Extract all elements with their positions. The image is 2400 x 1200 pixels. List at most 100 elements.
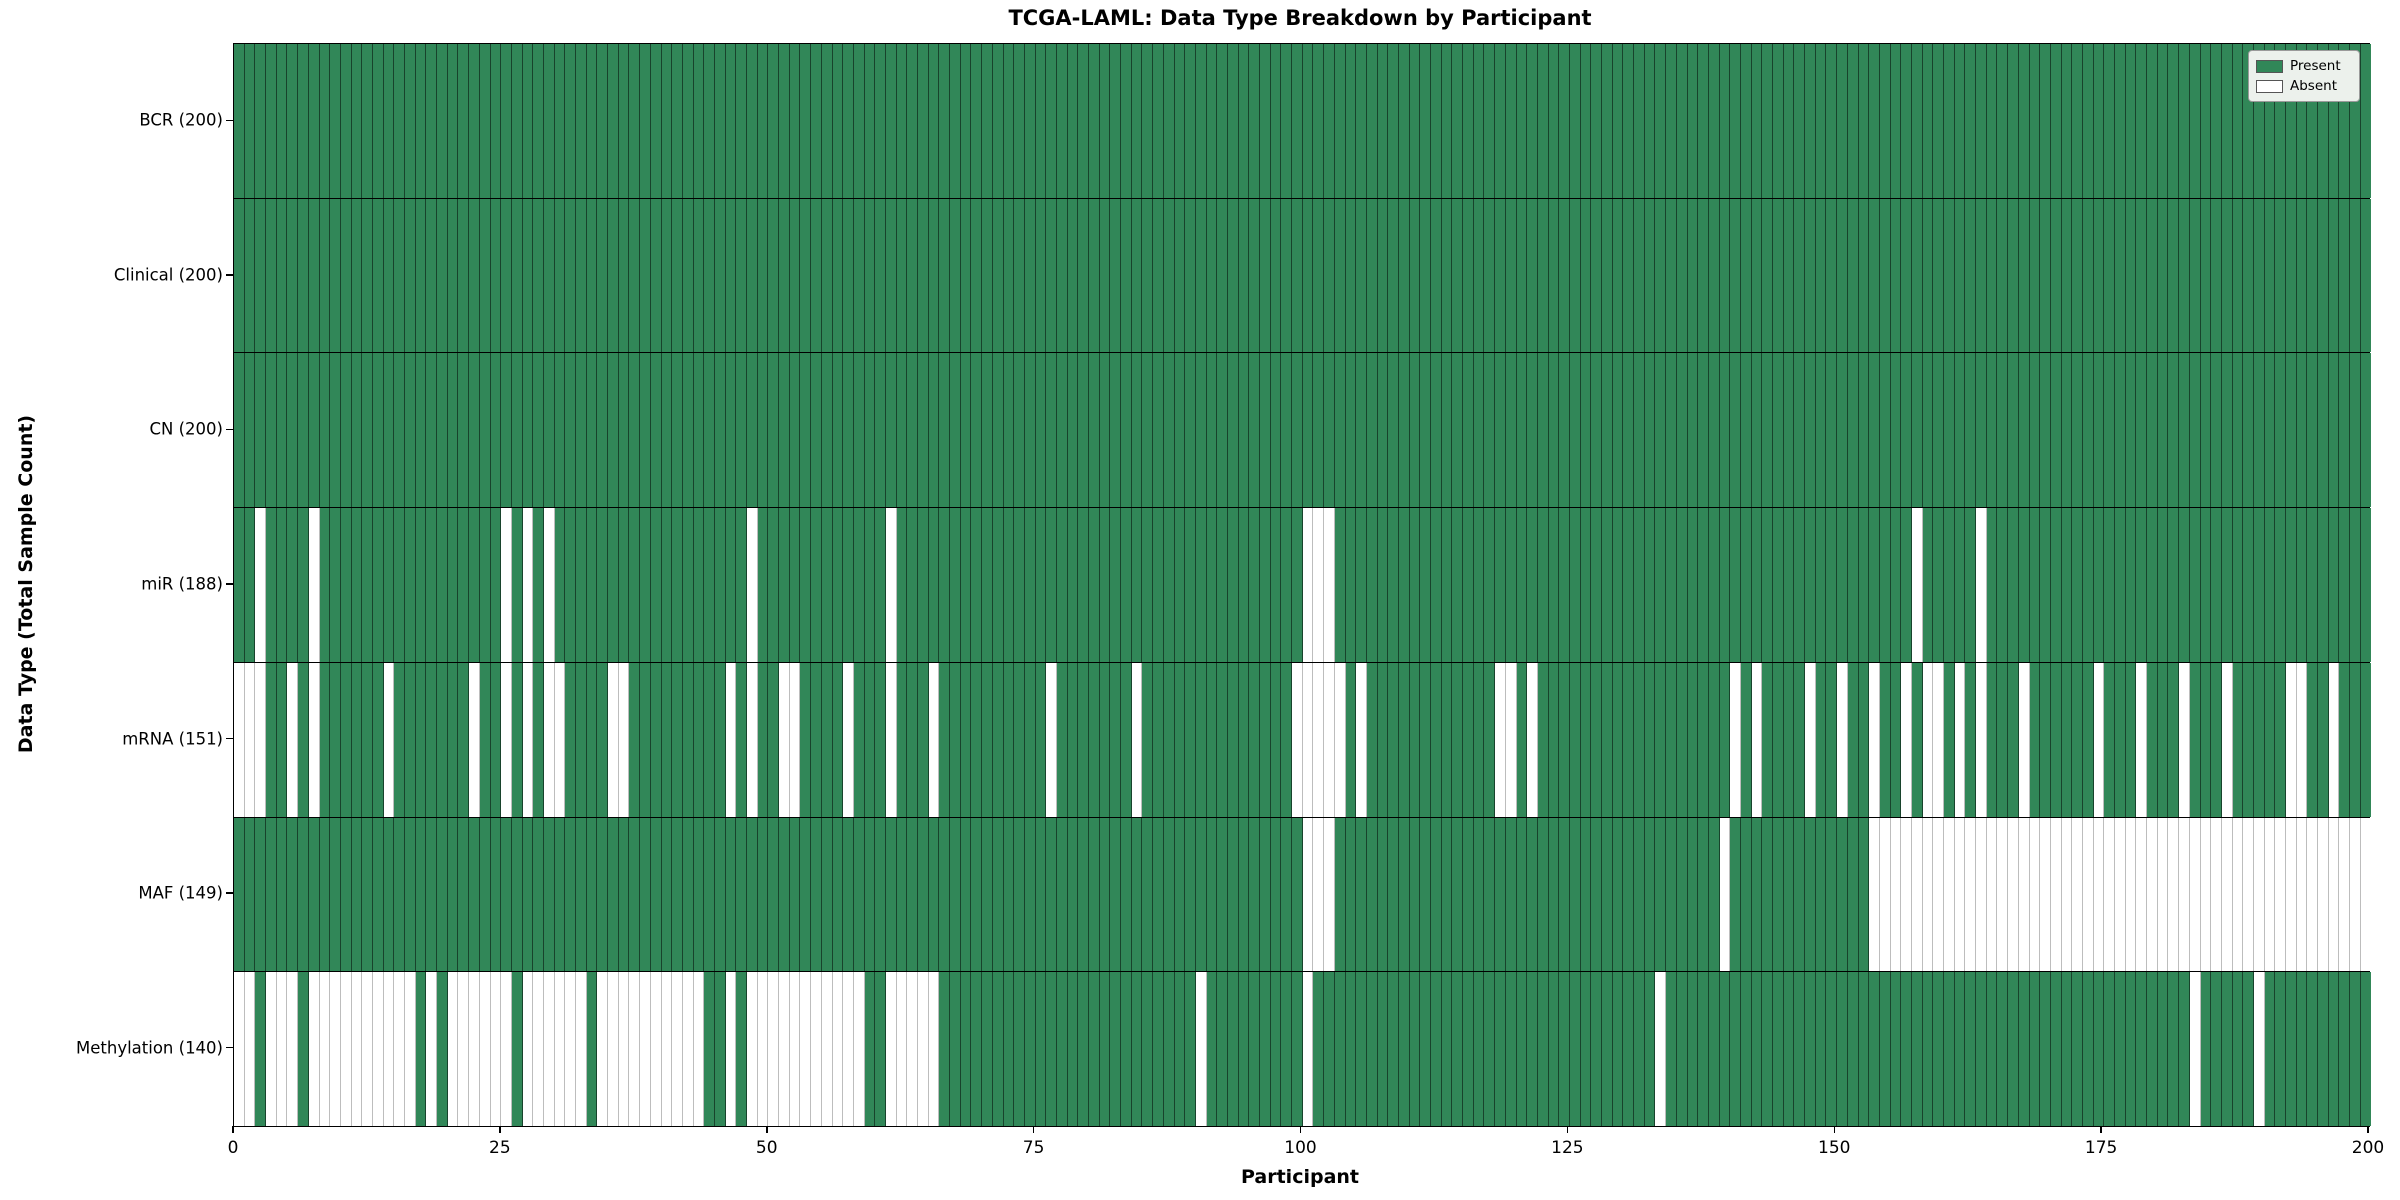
heatmap-cell [1634, 44, 1645, 198]
heatmap-cell [864, 353, 876, 508]
heatmap-cell [747, 972, 758, 1127]
heatmap-cell [2296, 198, 2308, 353]
heatmap-cell [1997, 662, 2009, 817]
heatmap-cell [522, 44, 534, 198]
heatmap-cell [928, 817, 940, 972]
heatmap-cell [1655, 44, 1667, 198]
heatmap-cell [2008, 662, 2019, 817]
y-tick-label-maf: MAF (149) [138, 883, 223, 903]
heatmap-cell [1815, 662, 1827, 817]
heatmap-cell [1655, 353, 1667, 508]
heatmap-cell [960, 353, 972, 508]
heatmap-cell [2093, 353, 2105, 508]
heatmap-cell [2125, 353, 2137, 508]
heatmap-cell [1698, 972, 1709, 1127]
heatmap-cell [2200, 198, 2212, 353]
heatmap-cell [1121, 508, 1132, 662]
heatmap-cell [2339, 353, 2351, 508]
heatmap-cell [768, 508, 780, 662]
heatmap-cell [1067, 972, 1079, 1127]
heatmap-cell [2147, 44, 2158, 198]
heatmap-cell [1131, 353, 1143, 508]
heatmap-cell [1634, 508, 1645, 662]
heatmap-cell [1858, 353, 1870, 508]
heatmap-cell [725, 508, 737, 662]
heatmap-cell [2061, 508, 2073, 662]
heatmap-cell [1174, 508, 1186, 662]
heatmap-cell [1911, 198, 1923, 353]
heatmap-cell [843, 662, 854, 817]
heatmap-cell [1740, 662, 1752, 817]
heatmap-cell [1591, 508, 1602, 662]
heatmap-cell [372, 817, 384, 972]
heatmap-cell [1377, 817, 1389, 972]
heatmap-cell [1580, 44, 1592, 198]
heatmap-cell [1623, 44, 1635, 198]
heatmap-cell [1976, 817, 1987, 972]
heatmap-cell [1356, 662, 1367, 817]
heatmap-cell [405, 198, 416, 353]
heatmap-cell [2008, 198, 2019, 353]
heatmap-cell [2040, 44, 2051, 198]
heatmap-cell [1676, 353, 1688, 508]
heatmap-cell [2072, 353, 2083, 508]
heatmap-cell [1420, 972, 1431, 1127]
heatmap-cell [608, 44, 619, 198]
heatmap-cell [1185, 662, 1196, 817]
heatmap-cell [896, 817, 908, 972]
heatmap-cell [789, 44, 801, 198]
heatmap-cell [2328, 972, 2340, 1127]
heatmap-cell [1174, 44, 1186, 198]
heatmap-cell [2253, 44, 2265, 198]
heatmap-cell [939, 817, 951, 972]
heatmap-cell [554, 972, 566, 1127]
heatmap-cell [2232, 662, 2244, 817]
heatmap-cell [779, 972, 790, 1127]
heatmap-cell [1730, 508, 1741, 662]
heatmap-cell [1922, 817, 1934, 972]
heatmap-cell [362, 972, 373, 1127]
heatmap-cell [1366, 817, 1378, 972]
heatmap-cell [351, 508, 363, 662]
heatmap-cell [1078, 198, 1089, 353]
legend-item-absent: Absent [2256, 76, 2352, 96]
heatmap-cell [1495, 353, 1506, 508]
heatmap-cell [1431, 198, 1442, 353]
heatmap-cell [490, 353, 502, 508]
heatmap-cell [1548, 508, 1560, 662]
heatmap-cell [319, 508, 331, 662]
legend-present-swatch [2256, 59, 2283, 73]
heatmap-cell [394, 353, 405, 508]
heatmap-cell [918, 972, 929, 1127]
heatmap-cell [276, 662, 288, 817]
heatmap-cell [2125, 817, 2137, 972]
heatmap-cell [255, 198, 267, 353]
heatmap-cell [1740, 972, 1752, 1127]
heatmap-cell [1431, 353, 1442, 508]
heatmap-cell [811, 817, 822, 972]
heatmap-cell [1238, 44, 1250, 198]
heatmap-cell [1644, 817, 1656, 972]
y-tick-mark [226, 274, 233, 276]
heatmap-cell [2093, 972, 2105, 1127]
heatmap-cell [437, 662, 448, 817]
heatmap-cell [971, 198, 983, 353]
heatmap-cell [2040, 972, 2051, 1127]
heatmap-cell [1666, 508, 1677, 662]
heatmap-cell [1089, 972, 1100, 1127]
heatmap-cell [1719, 198, 1731, 353]
heatmap-cell [576, 44, 587, 198]
heatmap-cell [1537, 972, 1549, 1127]
heatmap-cell [640, 353, 651, 508]
heatmap-cell [1794, 198, 1806, 353]
heatmap-cell [2029, 508, 2041, 662]
heatmap-cell [586, 972, 598, 1127]
heatmap-cell [1559, 508, 1570, 662]
heatmap-cell [1773, 662, 1784, 817]
heatmap-cell [1901, 972, 1912, 1127]
heatmap-cell [672, 198, 683, 353]
heatmap-cell [1986, 972, 1998, 1127]
heatmap-cell [1035, 44, 1047, 198]
heatmap-cell [2115, 198, 2126, 353]
heatmap-cell [811, 508, 822, 662]
